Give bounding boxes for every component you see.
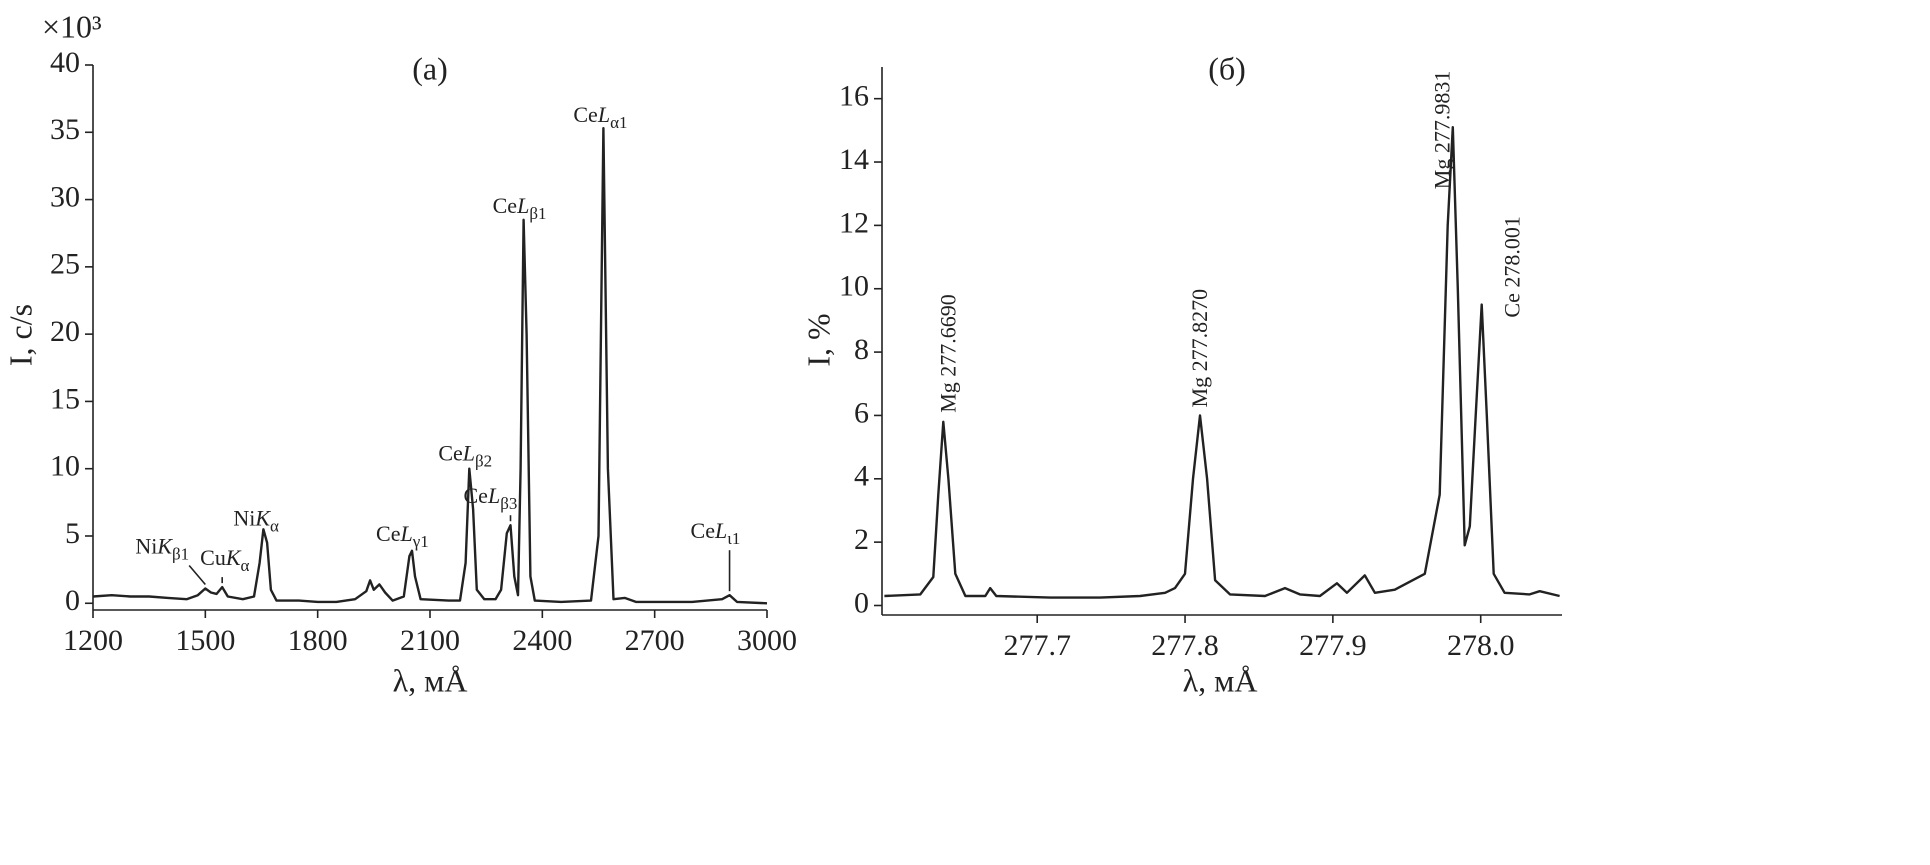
peak-label: Mg 277.9831 bbox=[1430, 71, 1455, 190]
peak-label: CeLβ3 bbox=[464, 483, 518, 513]
y-tick-label: 2 bbox=[854, 523, 869, 556]
peak-label-subscript: α1 bbox=[610, 113, 627, 132]
peak-label-subscript: β2 bbox=[475, 452, 492, 471]
peak-label-element: Ce bbox=[493, 193, 517, 218]
y-tick-label: 25 bbox=[50, 248, 80, 281]
y-tick-label: 10 bbox=[50, 450, 80, 483]
leader-line bbox=[188, 564, 206, 585]
x-tick-label: 1200 bbox=[63, 624, 123, 657]
peak-label-line: L bbox=[399, 521, 412, 546]
peak-label: Mg 277.6690 bbox=[935, 294, 960, 413]
peak-label: NiKα bbox=[233, 505, 279, 535]
y-axis-label: I, % bbox=[800, 313, 836, 366]
y-tick-label: 12 bbox=[839, 206, 869, 239]
peak-label: CeLγ1 bbox=[376, 521, 429, 551]
peak-label-line: L bbox=[597, 102, 610, 127]
peak-label: NiKβ1 bbox=[135, 533, 189, 563]
x-tick-label: 2100 bbox=[400, 624, 460, 657]
peak-label-element: Ce bbox=[438, 441, 462, 466]
panel-label: (a) bbox=[412, 50, 448, 86]
y-tick-label: 14 bbox=[839, 143, 869, 176]
peak-label: Mg 277.8270 bbox=[1187, 289, 1212, 408]
peak-label-line: K bbox=[156, 533, 173, 558]
peak-label-element: Cu bbox=[200, 545, 226, 570]
y-axis-label: I, c/s bbox=[2, 304, 38, 366]
peak-label-subscript: β3 bbox=[500, 494, 517, 513]
x-tick-label: 277.7 bbox=[1003, 629, 1071, 662]
x-tick-label: 3000 bbox=[737, 624, 797, 657]
peak-label-element: Ce bbox=[573, 102, 597, 127]
peak-label-subscript: ι1 bbox=[727, 529, 740, 548]
y-tick-label: 8 bbox=[854, 333, 869, 366]
y-tick-label: 0 bbox=[65, 584, 80, 617]
peak-label: CeLα1 bbox=[573, 102, 627, 132]
x-tick-label: 1800 bbox=[288, 624, 348, 657]
peak-label-line: L bbox=[516, 193, 529, 218]
peak-label-subscript: β1 bbox=[172, 544, 189, 563]
peak-label-element: Ce bbox=[691, 518, 715, 543]
peak-label: CeLι1 bbox=[691, 518, 741, 548]
peak-label-line: L bbox=[487, 483, 500, 508]
peak-label-line: K bbox=[225, 545, 242, 570]
peak-label-line: L bbox=[714, 518, 727, 543]
x-tick-label: 2700 bbox=[625, 624, 685, 657]
peak-label: Ce 278.001 bbox=[1500, 216, 1525, 317]
peak-label-subscript: γ1 bbox=[412, 532, 429, 551]
y-tick-label: 15 bbox=[50, 382, 80, 415]
peak-label-element: Ce bbox=[464, 483, 488, 508]
x-tick-label: 278.0 bbox=[1447, 629, 1515, 662]
y-tick-label: 20 bbox=[50, 315, 80, 348]
peak-label-subscript: α bbox=[270, 516, 279, 535]
y-tick-label: 40 bbox=[50, 46, 80, 79]
y-tick-label: 4 bbox=[854, 460, 869, 493]
x-axis-label: λ, мÅ bbox=[1183, 662, 1258, 698]
peak-label: CeLβ1 bbox=[493, 193, 547, 223]
peak-label-element: Ce bbox=[376, 521, 400, 546]
panel-label: (б) bbox=[1208, 50, 1246, 86]
spectrum-line bbox=[884, 126, 1560, 599]
x-tick-label: 1500 bbox=[175, 624, 235, 657]
peak-label: CuKα bbox=[200, 545, 249, 575]
y-tick-label: 5 bbox=[65, 517, 80, 550]
x-tick-label: 2400 bbox=[512, 624, 572, 657]
x-tick-label: 277.8 bbox=[1151, 629, 1219, 662]
y-tick-label: 16 bbox=[839, 80, 869, 113]
y-tick-label: 0 bbox=[854, 586, 869, 619]
peak-label-line: K bbox=[254, 505, 271, 530]
y-tick-label: 30 bbox=[50, 180, 80, 213]
x-tick-label: 277.9 bbox=[1299, 629, 1367, 662]
peak-label-subscript: β1 bbox=[529, 204, 546, 223]
peak-label-element: Ni bbox=[135, 533, 157, 558]
y-tick-label: 35 bbox=[50, 113, 80, 146]
axis-multiplier: ×10³ bbox=[42, 8, 102, 44]
spectrum-line bbox=[92, 126, 768, 605]
y-tick-label: 10 bbox=[839, 270, 869, 303]
peak-label-subscript: α bbox=[241, 556, 250, 575]
peak-label-line: L bbox=[462, 441, 475, 466]
y-tick-label: 6 bbox=[854, 396, 869, 429]
peak-label-element: Ni bbox=[233, 505, 255, 530]
peak-label: CeLβ2 bbox=[438, 441, 492, 471]
x-axis-label: λ, мÅ bbox=[393, 662, 468, 698]
